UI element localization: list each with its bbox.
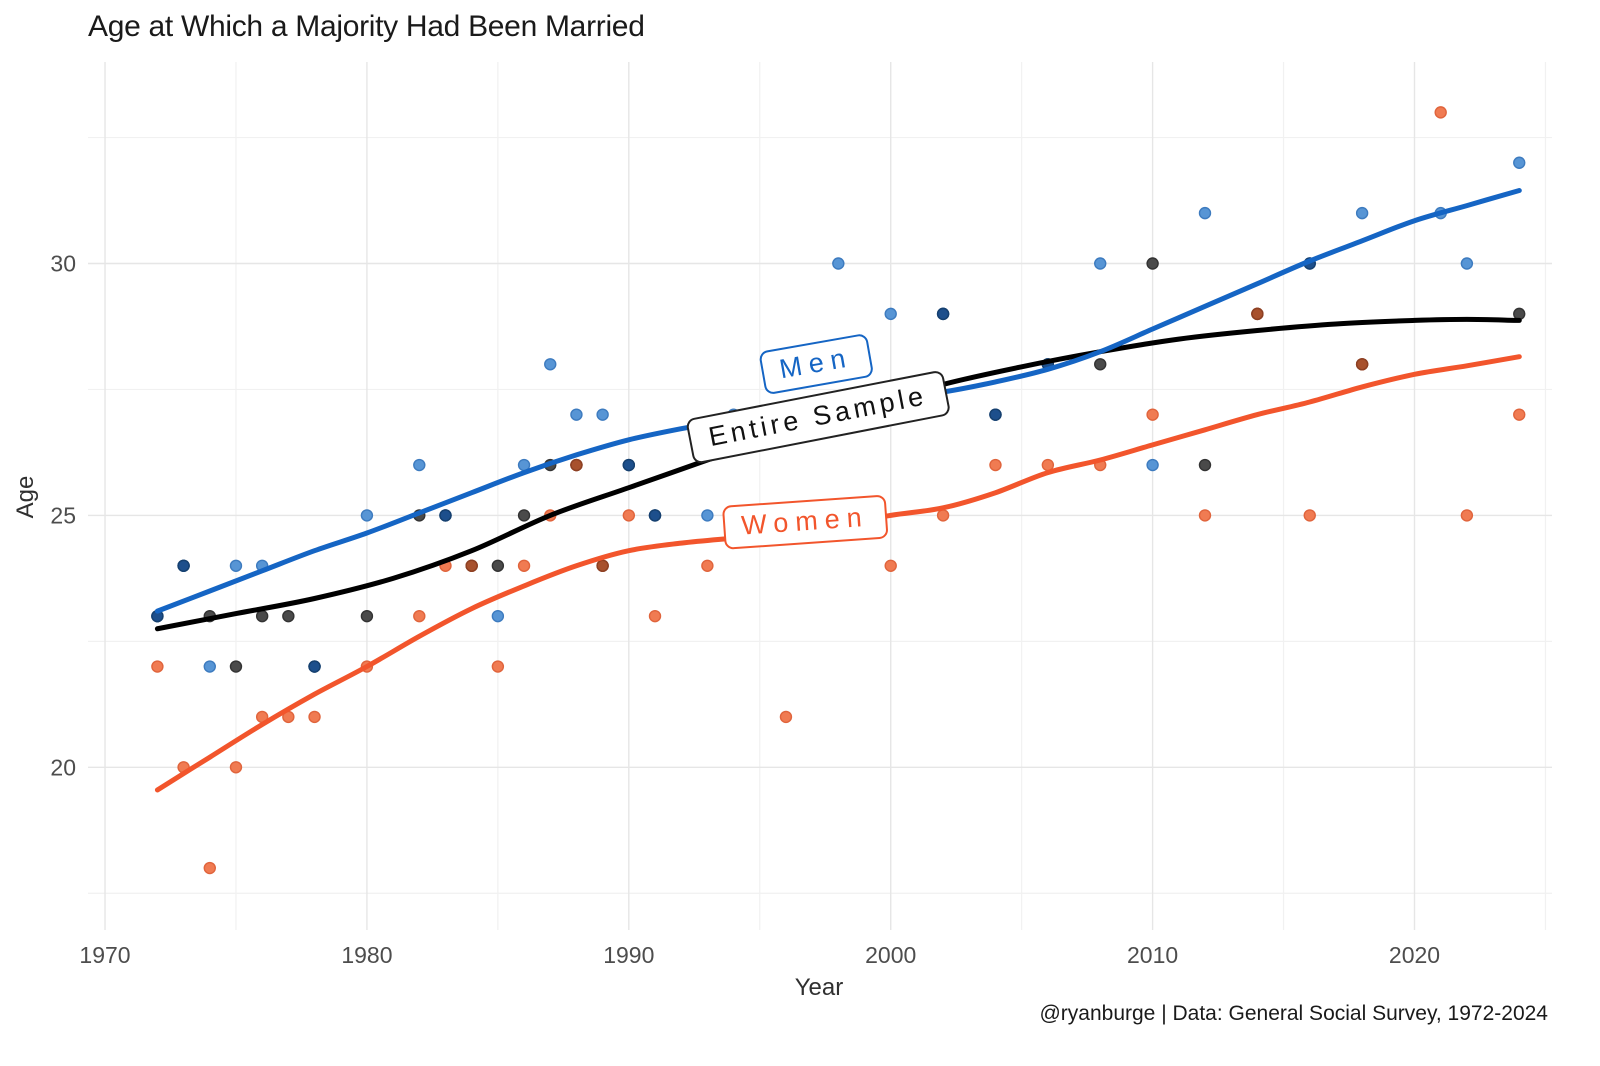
overlap-point-women-sample [465, 559, 478, 572]
y-tick-label: 25 [50, 502, 76, 528]
data-point-men [1460, 257, 1474, 270]
data-point-women [884, 559, 897, 572]
data-point-men [570, 408, 583, 421]
data-point-men [360, 509, 374, 522]
data-point-men [832, 257, 845, 270]
data-point-men [1198, 206, 1212, 220]
trend-lines [154, 188, 1522, 793]
overlap-point-men-sample [989, 408, 1002, 421]
data-point-women [413, 609, 426, 623]
data-point-men [884, 307, 897, 321]
data-point-sample [229, 660, 243, 673]
data-point-sample [1198, 458, 1212, 472]
data-point-sample [1146, 257, 1159, 270]
data-point-women [203, 861, 216, 875]
x-tick-label: 2000 [865, 942, 916, 968]
x-tick-label: 1980 [341, 942, 392, 968]
data-point-women [936, 509, 950, 522]
data-point-men [1513, 156, 1526, 169]
data-point-sample [255, 609, 269, 623]
overlap-point-men-sample [936, 307, 950, 321]
y-axis-title: Age [12, 475, 39, 519]
gridlines [88, 62, 1552, 930]
overlap-point-men-sample [439, 509, 452, 522]
overlap-point-women-sample [1355, 358, 1369, 371]
data-point-women [1146, 408, 1159, 421]
data-point-women [308, 710, 321, 724]
data-point-women [151, 660, 164, 673]
data-point-women [229, 761, 243, 774]
data-point-sample [491, 559, 505, 572]
data-point-women [1460, 509, 1474, 522]
overlap-point-women-sample [596, 559, 609, 572]
x-axis-title: Year [794, 974, 844, 1001]
data-point-men [229, 559, 243, 572]
data-point-women [1434, 106, 1447, 119]
chart-title: Age at Which a Majority Had Been Married [88, 10, 645, 43]
overlap-point-men-sample [648, 509, 662, 522]
overlap-point-men-sample [308, 660, 321, 673]
data-point-men [1355, 206, 1369, 220]
data-point-women [779, 710, 793, 724]
data-point-sample [1094, 358, 1107, 371]
data-point-sample [360, 609, 374, 623]
y-tick-label: 30 [50, 251, 76, 277]
chart-caption: @ryanburge | Data: General Social Survey… [1039, 1002, 1548, 1025]
data-point-women [622, 509, 636, 522]
data-point-men [596, 408, 609, 421]
scatter-points [151, 106, 1526, 875]
data-point-women [491, 660, 505, 673]
overlap-point-women-sample [1251, 307, 1264, 321]
data-point-men [544, 358, 557, 371]
data-point-men [1146, 458, 1159, 472]
y-tick-label: 20 [50, 754, 76, 780]
data-point-women [648, 609, 662, 623]
data-point-sample [282, 609, 295, 623]
x-tick-label: 1970 [79, 942, 130, 968]
x-tick-label: 1990 [603, 942, 654, 968]
data-point-men [701, 509, 714, 522]
overlap-point-men-sample [177, 559, 190, 572]
data-point-men [203, 660, 216, 673]
data-point-men [491, 609, 505, 623]
data-point-women [989, 458, 1002, 472]
data-point-women [1198, 509, 1212, 522]
x-tick-label: 2010 [1127, 942, 1178, 968]
data-point-men [413, 458, 426, 472]
overlap-point-women-sample [570, 458, 583, 472]
overlap-point-men-sample [622, 458, 636, 472]
data-point-men [1094, 257, 1107, 270]
data-point-women [1513, 408, 1526, 421]
x-tick-label: 2020 [1389, 942, 1440, 968]
data-point-sample [1513, 307, 1526, 321]
data-point-sample [517, 509, 531, 522]
data-point-women [1303, 509, 1316, 522]
data-point-women [701, 559, 714, 572]
data-point-women [517, 559, 531, 572]
